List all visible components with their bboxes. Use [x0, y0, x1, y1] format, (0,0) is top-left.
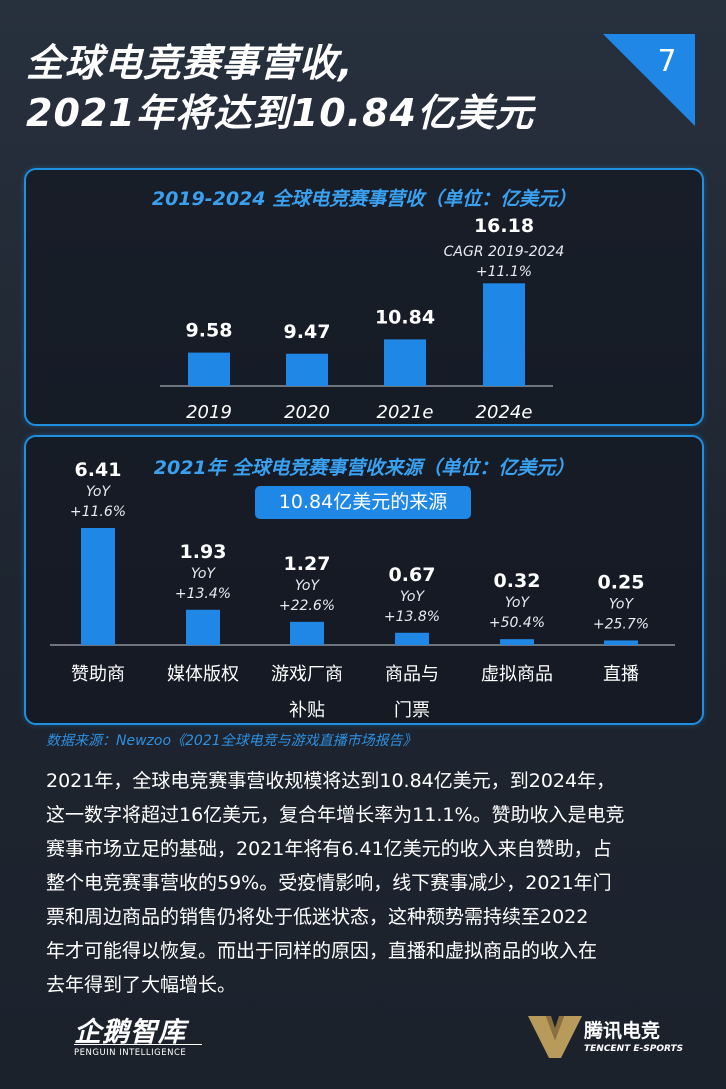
chart-panel-revenue-trend: 2019-2024 全球电竞赛事营收（单位：亿美元） [24, 168, 704, 426]
body-line: 2021年，全球电竞赛事营收规模将达到10.84亿美元，到2024年， [46, 770, 616, 792]
body-line: 去年得到了大幅增长。 [46, 974, 237, 996]
tencent-logo-subtext: TENCENT E-SPORTS [584, 1044, 684, 1054]
body-line: 年才可能得以恢复。而出于同样的原因，直播和虚拟商品的收入在 [46, 940, 598, 962]
body-line: 票和周边商品的销售仍将处于低迷状态，这种颓势需持续至2022 [46, 906, 589, 928]
page-corner-triangle-icon [603, 34, 695, 126]
chart1-title: 2019-2024 全球电竞赛事营收（单位：亿美元） [151, 188, 577, 210]
body-line: 赛事市场立足的基础，2021年将有6.41亿美元的收入来自赞助，占 [46, 838, 612, 860]
page-title: 全球电竞赛事营收, 2021年将达到10.84亿美元 [26, 38, 534, 138]
page-title-line1: 全球电竞赛事营收, [26, 41, 354, 85]
tencent-esports-logo: 腾讯电竞 TENCENT E-SPORTS [528, 1014, 688, 1062]
body-line: 这一数字将超过16亿美元，复合年增长率为11.1%。赞助收入是电竞 [46, 804, 625, 826]
logo-divider [74, 1044, 202, 1045]
v-shield-icon [528, 1016, 582, 1058]
page-title-line2: 2021年将达到10.84亿美元 [26, 91, 534, 135]
penguin-logo-text: 企鹅智库 [74, 1017, 186, 1048]
tencent-logo-text: 腾讯电竞 [584, 1020, 661, 1042]
penguin-logo-subtext: PENGUIN INTELLIGENCE [74, 1048, 187, 1058]
penguin-intelligence-logo: 企鹅智库 PENGUIN INTELLIGENCE [74, 1010, 204, 1062]
chart2-subtitle-badge: 10.84亿美元的来源 [255, 486, 471, 519]
body-line: 整个电竞赛事营收的59%。受疫情影响，线下赛事减少，2021年门 [46, 872, 612, 894]
page-number: 7 [657, 44, 677, 79]
chart2-title: 2021年 全球电竞赛事营收来源（单位：亿美元） [153, 457, 575, 479]
chart-panel-revenue-sources: 2021年 全球电竞赛事营收来源（单位：亿美元） [24, 435, 704, 725]
body-paragraph: 2021年，全球电竞赛事营收规模将达到10.84亿美元，到2024年， 这一数字… [46, 764, 686, 1002]
data-source: 数据来源：Newzoo《2021全球电竞与游戏直播市场报告》 [46, 733, 417, 749]
